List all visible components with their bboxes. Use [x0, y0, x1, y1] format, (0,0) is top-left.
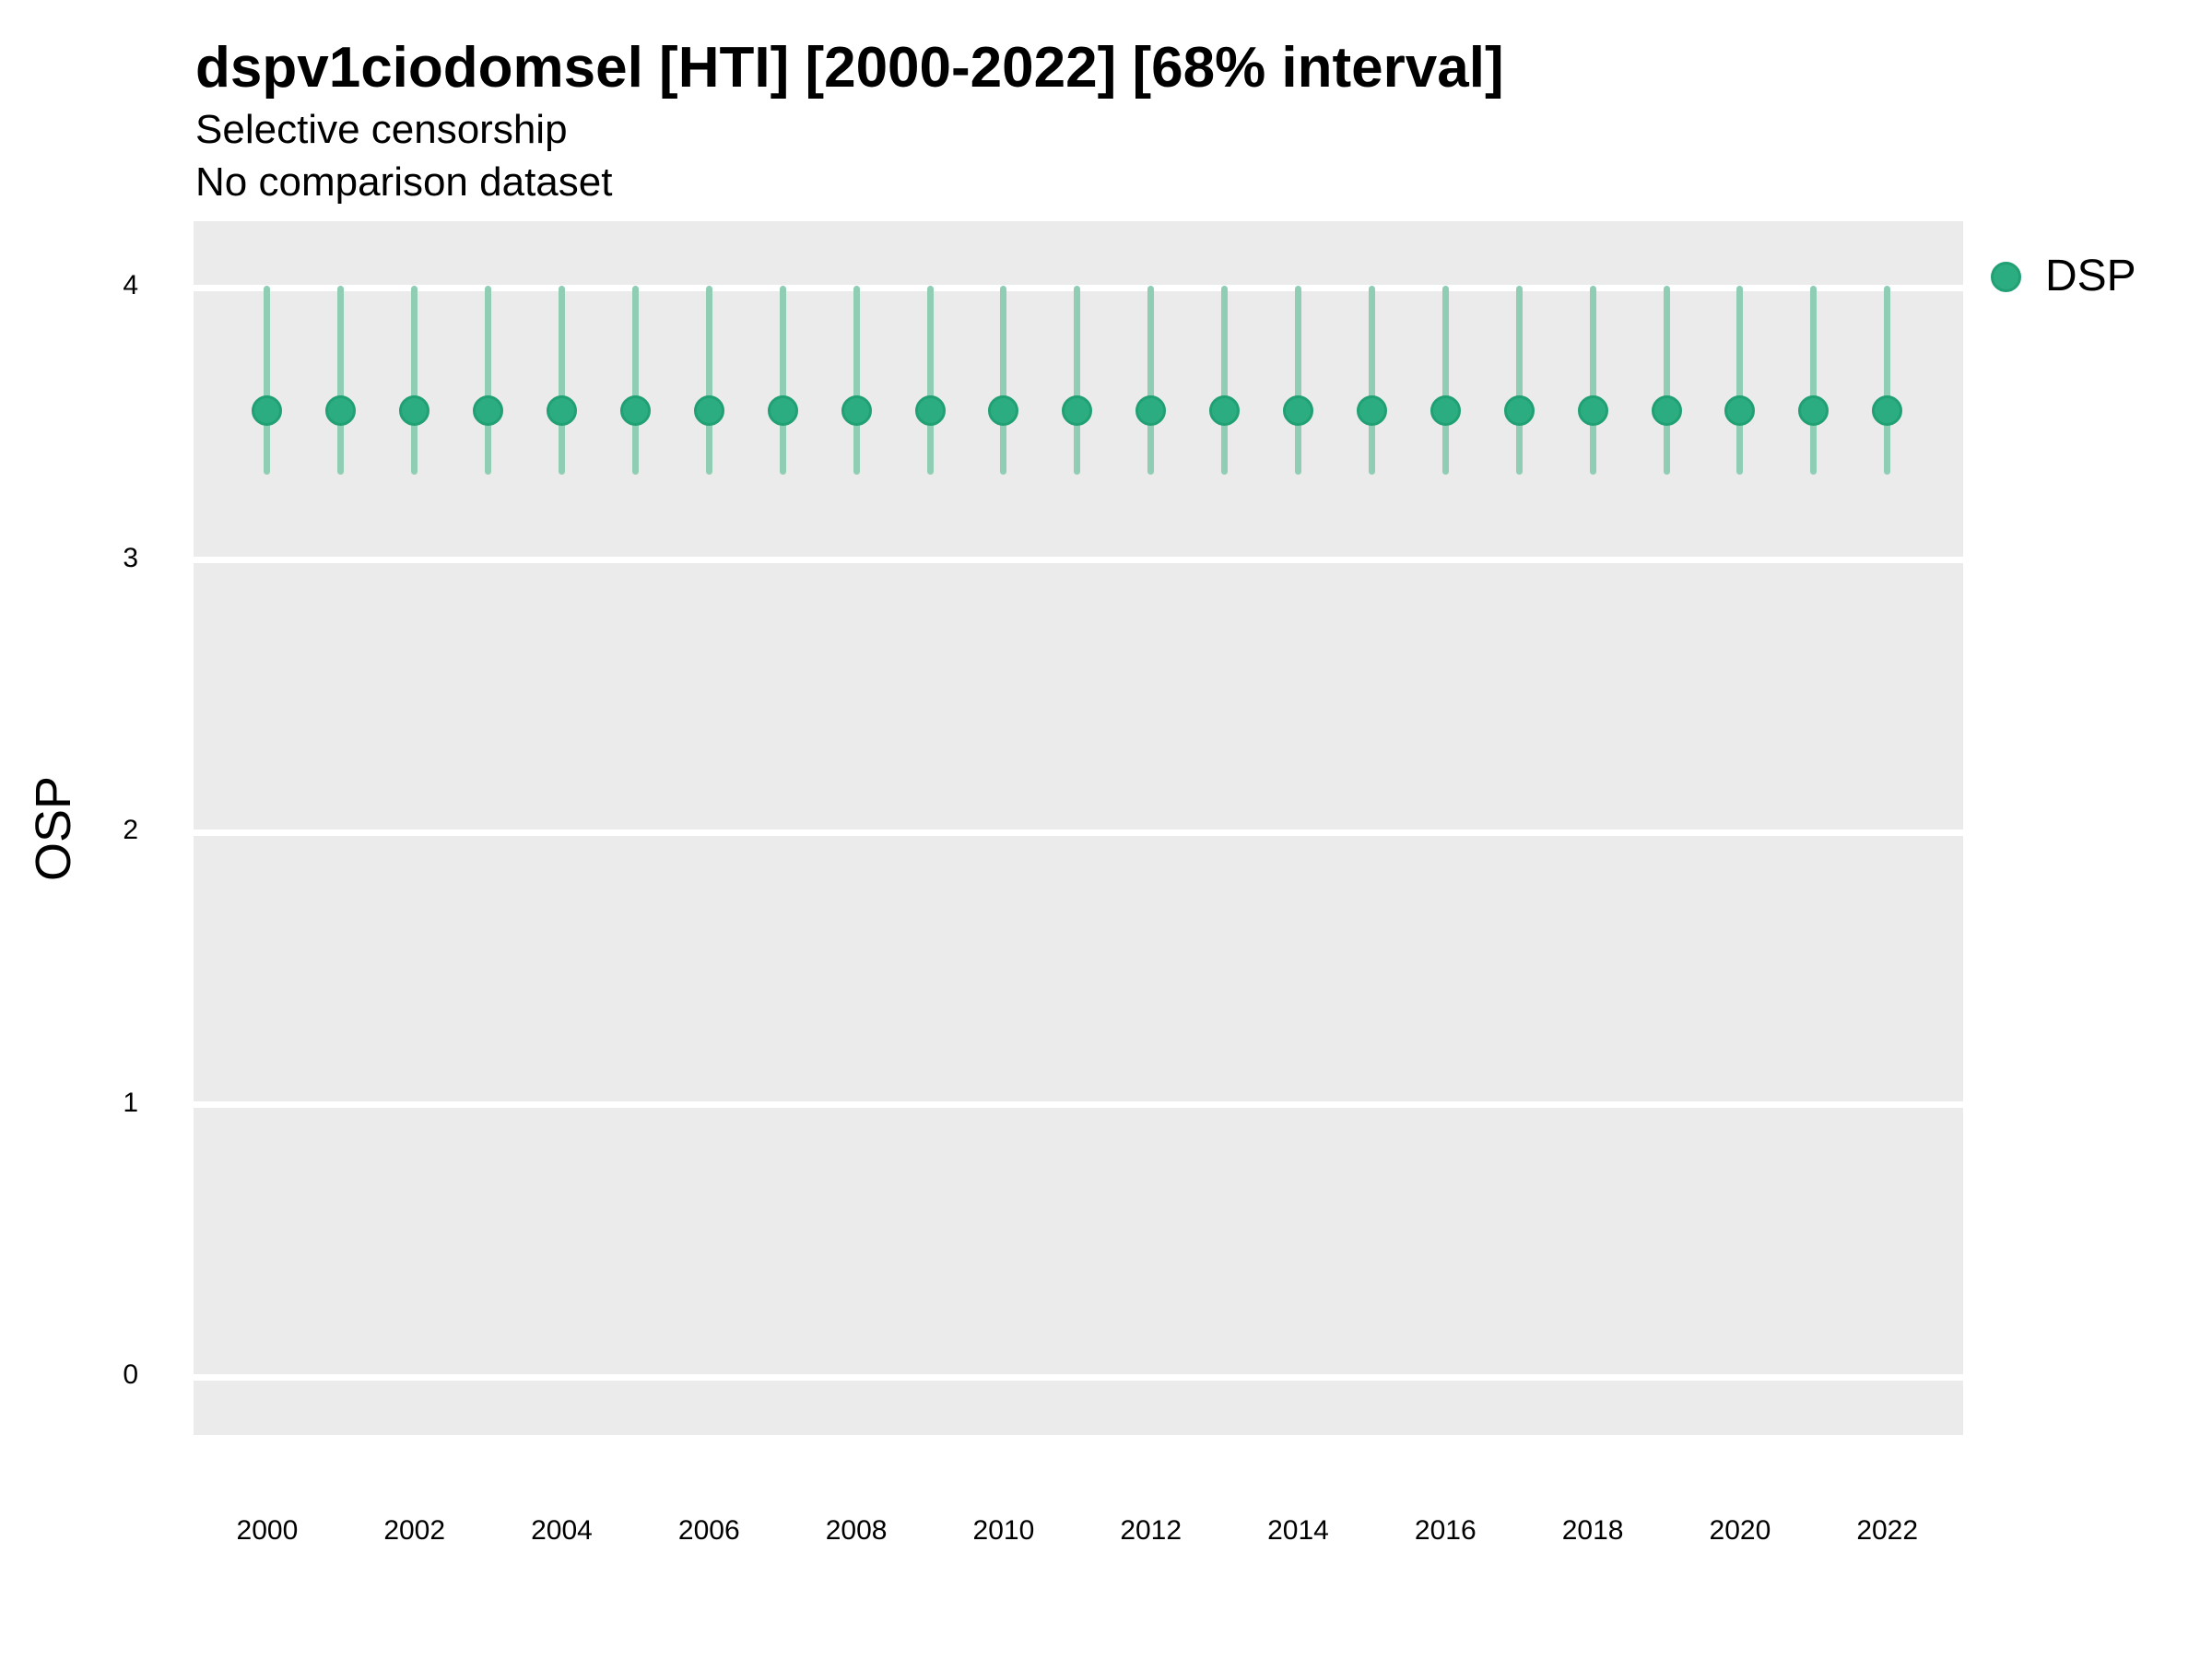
x-tick-label-2004: 2004	[531, 1515, 593, 1546]
y-tick-label-1: 1	[123, 1087, 138, 1118]
chart-subtitle-line2: No comparison dataset	[195, 159, 613, 205]
x-tick-label-2014: 2014	[1267, 1515, 1329, 1546]
gridline-y-3	[194, 557, 1963, 564]
chart-title: dspv1ciodomsel [HTI] [2000-2022] [68% in…	[195, 36, 1504, 100]
point-marker-2008	[841, 394, 872, 426]
interval-bar-2011	[1074, 286, 1081, 476]
interval-bar-2010	[1000, 286, 1007, 476]
point-marker-2006	[693, 394, 724, 426]
point-marker-2017	[1503, 394, 1535, 426]
interval-bar-2008	[853, 286, 860, 476]
point-marker-2021	[1798, 394, 1830, 426]
y-tick-label-4: 4	[123, 270, 138, 301]
point-marker-2015	[1356, 394, 1387, 426]
interval-bar-2009	[926, 286, 934, 476]
point-marker-2007	[767, 394, 798, 426]
y-tick-label-2: 2	[123, 815, 138, 846]
interval-bar-2001	[337, 286, 345, 476]
point-marker-2001	[325, 394, 357, 426]
x-tick-label-2002: 2002	[383, 1515, 446, 1546]
x-tick-label-2000: 2000	[236, 1515, 299, 1546]
interval-bar-2018	[1589, 286, 1596, 476]
interval-bar-2016	[1441, 286, 1449, 476]
legend-point-icon	[1991, 261, 2021, 292]
interval-bar-2020	[1736, 286, 1744, 476]
interval-bar-2005	[631, 286, 639, 476]
point-marker-2020	[1724, 394, 1756, 426]
interval-bar-2007	[779, 286, 786, 476]
point-marker-2019	[1651, 394, 1682, 426]
interval-bar-2004	[559, 286, 565, 476]
interval-bar-2014	[1295, 286, 1301, 476]
x-tick-label-2006: 2006	[677, 1515, 740, 1546]
x-tick-label-2020: 2020	[1709, 1515, 1771, 1546]
point-marker-2014	[1283, 394, 1313, 426]
point-marker-2013	[1209, 394, 1241, 426]
point-marker-2012	[1135, 394, 1167, 426]
x-tick-label-2010: 2010	[972, 1515, 1035, 1546]
point-marker-2003	[473, 394, 504, 426]
x-tick-label-2008: 2008	[825, 1515, 888, 1546]
interval-bar-2000	[264, 286, 271, 476]
chart-subtitle-line1: Selective censorship	[195, 107, 568, 152]
interval-bar-2019	[1663, 286, 1670, 476]
x-tick-label-2012: 2012	[1120, 1515, 1182, 1546]
interval-bar-2022	[1884, 286, 1891, 476]
point-marker-2002	[399, 394, 430, 426]
interval-bar-2015	[1368, 286, 1375, 476]
interval-bar-2021	[1810, 286, 1818, 476]
x-tick-label-2018: 2018	[1561, 1515, 1624, 1546]
point-marker-2010	[988, 394, 1019, 426]
legend: DSP	[1991, 254, 2136, 299]
point-marker-2004	[547, 394, 577, 426]
point-marker-2016	[1430, 394, 1461, 426]
point-marker-2009	[914, 394, 946, 426]
point-marker-2005	[619, 394, 651, 426]
point-marker-2022	[1872, 394, 1903, 426]
y-tick-label-3: 3	[123, 542, 138, 573]
plot-panel	[194, 221, 1963, 1435]
interval-bar-2013	[1221, 286, 1229, 476]
x-tick-label-2022: 2022	[1856, 1515, 1919, 1546]
point-marker-2011	[1062, 394, 1093, 426]
point-marker-2000	[252, 394, 283, 426]
interval-bar-2017	[1515, 286, 1523, 476]
x-tick-label-2016: 2016	[1414, 1515, 1477, 1546]
interval-bar-2002	[411, 286, 418, 476]
interval-bar-2003	[485, 286, 492, 476]
gridline-y-1	[194, 1101, 1963, 1109]
legend-label: DSP	[2045, 252, 2136, 300]
gridline-y-2	[194, 829, 1963, 836]
interval-bar-2012	[1147, 286, 1155, 476]
point-marker-2018	[1577, 394, 1608, 426]
interval-bar-2006	[705, 286, 712, 476]
gridline-y-0	[194, 1373, 1963, 1381]
y-tick-label-0: 0	[123, 1359, 138, 1391]
